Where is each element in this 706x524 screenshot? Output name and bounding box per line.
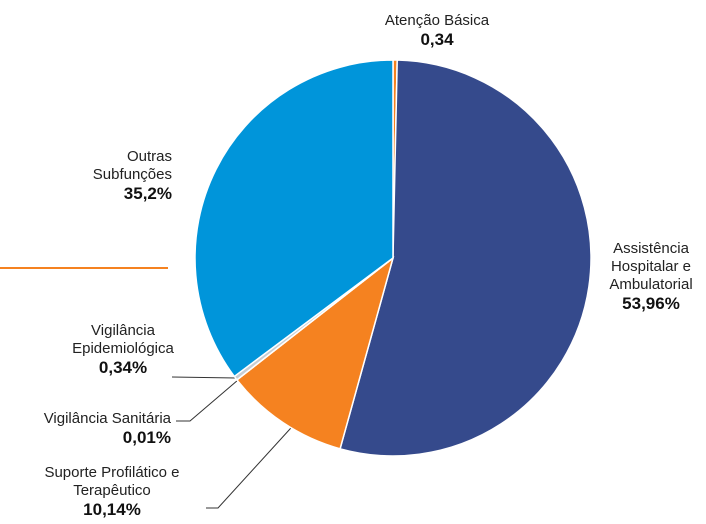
slice-label: Assistência Hospitalar e Ambulatorial 53,… <box>591 240 706 313</box>
leader-line <box>206 417 301 509</box>
slice-name: Outras Subfunções <box>92 148 172 183</box>
slice-name: Assistência Hospitalar e Ambulatorial <box>609 240 693 293</box>
slice-label: Vigilância Sanitária 0,01% <box>0 410 171 447</box>
slice-value: 53,96% <box>622 294 680 313</box>
slice-name: Suporte Profilático e Terapêutico <box>44 464 180 499</box>
slice-label: Vigilância Epidemiológica 0,34% <box>53 322 193 377</box>
slice-value: 0,01% <box>122 428 171 447</box>
slice-name: Vigilância Sanitária <box>43 410 171 427</box>
slice-label: Outras Subfunções 35,2% <box>52 148 172 203</box>
pie-slice <box>235 256 395 450</box>
slice-value: 0,34% <box>98 358 148 377</box>
slice-value: 0,34 <box>420 30 454 49</box>
slice-value: 10,14% <box>83 500 141 519</box>
slice-label: Suporte Profilático e Terapêutico 10,14% <box>32 464 192 519</box>
slice-value: 35,2% <box>123 184 172 203</box>
slice-name: Atenção Básica <box>384 12 490 29</box>
slice-label: Atenção Básica 0,34 <box>337 12 537 49</box>
leader-line <box>176 379 239 422</box>
leader-line <box>171 376 237 379</box>
pie-slice <box>339 59 592 457</box>
pie-slice <box>194 59 394 378</box>
slice-name: Vigilância Epidemiológica <box>72 322 174 357</box>
